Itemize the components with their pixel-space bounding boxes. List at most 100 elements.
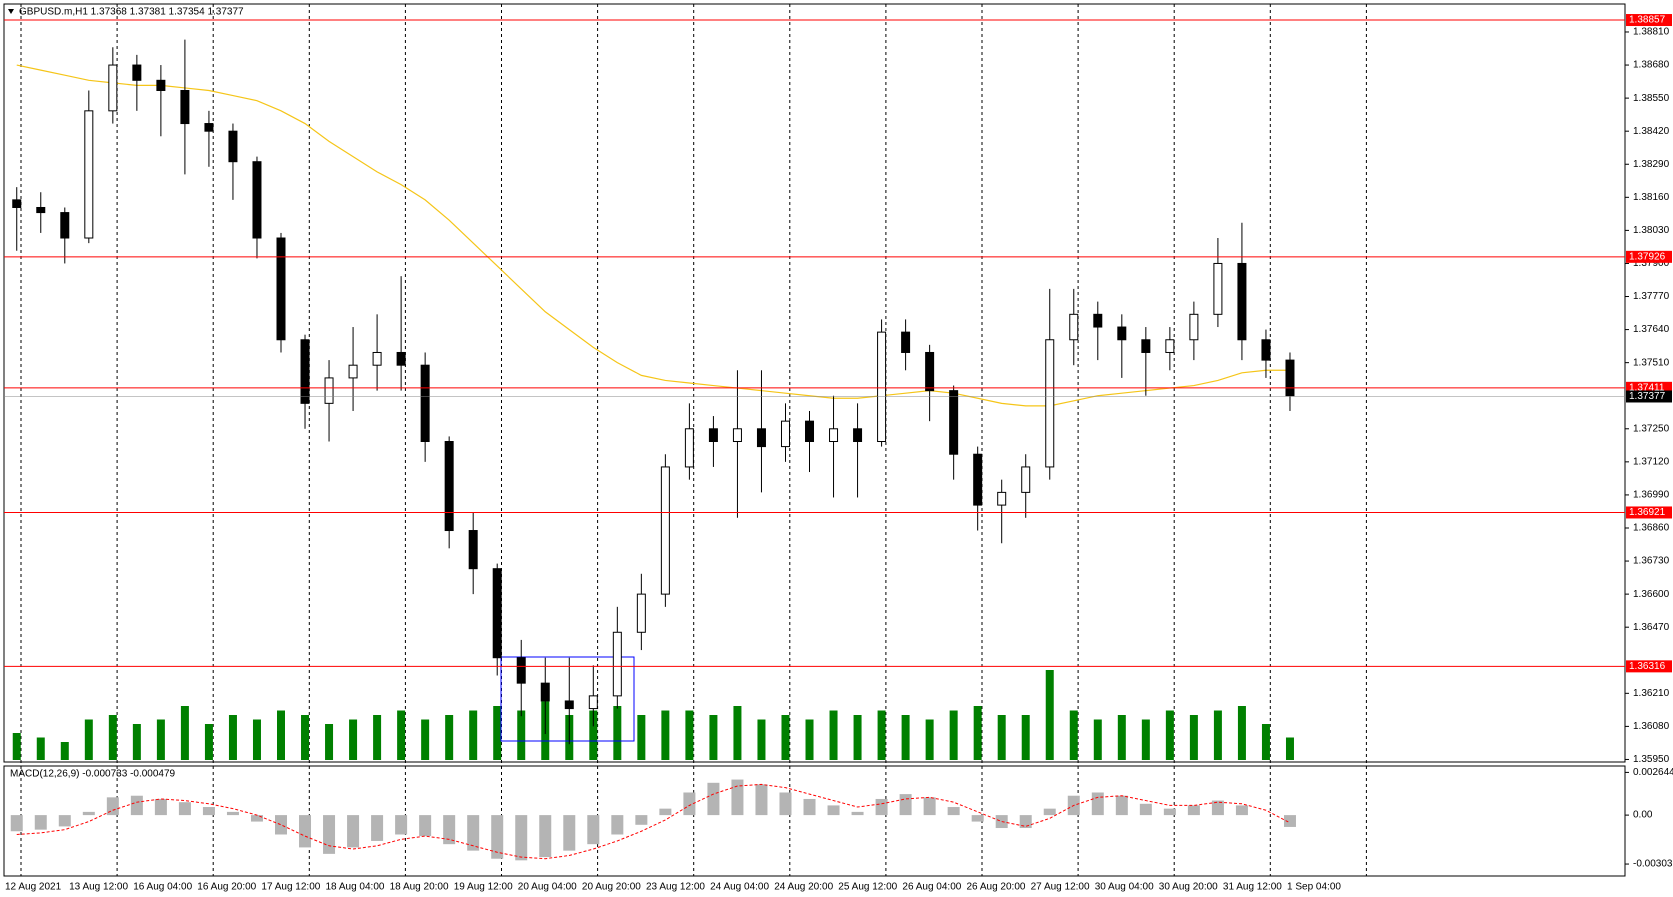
macd-bar bbox=[875, 798, 888, 816]
candle-body bbox=[12, 199, 22, 208]
candle-body bbox=[1021, 466, 1031, 493]
candle-body bbox=[276, 237, 286, 341]
macd-signal bbox=[16, 783, 1291, 860]
macd-bar bbox=[611, 815, 624, 835]
y-tick-label: 1.36080 bbox=[1633, 721, 1670, 732]
volume-bar bbox=[421, 719, 430, 760]
candle-body bbox=[949, 390, 959, 455]
candle-body bbox=[1213, 262, 1223, 315]
volume-bar bbox=[397, 710, 406, 760]
candle-body bbox=[1165, 339, 1175, 353]
volume-bar bbox=[84, 719, 93, 760]
candle-body bbox=[204, 123, 214, 132]
volume-bar bbox=[589, 710, 598, 760]
volume-bar bbox=[829, 710, 838, 760]
volume-bar bbox=[805, 719, 814, 760]
symbol-menu-arrow[interactable] bbox=[8, 9, 14, 14]
volume-bar bbox=[469, 710, 478, 760]
candle-body bbox=[60, 212, 70, 239]
macd-bar bbox=[659, 808, 672, 816]
macd-bar bbox=[491, 815, 504, 859]
candle-body bbox=[660, 466, 670, 595]
macd-label: MACD(12,26,9) -0.000733 -0.000479 bbox=[10, 769, 176, 780]
macd-bar bbox=[947, 807, 960, 816]
candle-body bbox=[588, 695, 598, 710]
candle-body bbox=[1045, 339, 1055, 468]
x-tick-label: 26 Aug 04:00 bbox=[902, 882, 961, 893]
volume-bar bbox=[1189, 715, 1198, 760]
candle-body bbox=[396, 351, 406, 366]
candle-body bbox=[180, 89, 190, 125]
candle-body bbox=[901, 331, 911, 353]
volume-bar bbox=[781, 715, 790, 760]
macd-bar bbox=[1115, 795, 1128, 816]
volume-bar bbox=[1213, 710, 1222, 760]
y-tick-label: 1.37120 bbox=[1633, 456, 1670, 467]
volume-bar bbox=[949, 710, 958, 760]
x-tick-label: 18 Aug 04:00 bbox=[326, 882, 385, 893]
candle-body bbox=[612, 631, 622, 697]
volume-bar bbox=[1285, 737, 1294, 760]
x-tick-label: 24 Aug 04:00 bbox=[710, 882, 769, 893]
volume-bar bbox=[1165, 710, 1174, 760]
macd-bar bbox=[202, 807, 215, 816]
macd-bar bbox=[299, 815, 312, 848]
last-price-bg bbox=[1626, 390, 1672, 403]
volume-bar bbox=[613, 706, 622, 760]
macd-panel bbox=[3, 765, 1626, 877]
macd-bar bbox=[827, 805, 840, 816]
macd-bar bbox=[1091, 792, 1104, 816]
volume-bar bbox=[60, 742, 69, 760]
candle-body bbox=[1285, 359, 1295, 397]
y-tick-label: 1.35950 bbox=[1633, 754, 1670, 765]
macd-bar bbox=[899, 794, 912, 816]
moving-average bbox=[16, 64, 1290, 407]
candle-body bbox=[468, 530, 478, 570]
volume-bar bbox=[156, 719, 165, 760]
candle-body bbox=[780, 420, 790, 448]
macd-bar bbox=[755, 784, 768, 816]
y-tick-label: 1.38680 bbox=[1633, 60, 1670, 71]
macd-tick-label: -0.00303 bbox=[1633, 859, 1673, 870]
x-tick-label: 13 Aug 12:00 bbox=[69, 882, 128, 893]
candle-body bbox=[684, 428, 694, 468]
macd-bar bbox=[707, 782, 720, 816]
x-tick-label: 19 Aug 12:00 bbox=[454, 882, 513, 893]
macd-bar bbox=[1283, 815, 1296, 827]
macd-bar bbox=[731, 779, 744, 816]
volume-bar bbox=[252, 719, 261, 760]
candle-body bbox=[252, 161, 262, 239]
volume-bar bbox=[493, 706, 502, 760]
x-tick-label: 1 Sep 04:00 bbox=[1287, 882, 1341, 893]
y-tick-label: 1.38420 bbox=[1633, 126, 1670, 137]
candle-body bbox=[516, 657, 526, 684]
candle-body bbox=[973, 453, 983, 506]
volume-bar bbox=[517, 710, 526, 760]
volume-bar bbox=[373, 715, 382, 760]
volume-bar bbox=[997, 715, 1006, 760]
macd-bar bbox=[275, 815, 288, 835]
volume-bar bbox=[228, 715, 237, 760]
volume-bar bbox=[853, 715, 862, 760]
drawn-rectangle bbox=[500, 656, 635, 742]
x-tick-label: 24 Aug 20:00 bbox=[774, 882, 833, 893]
level-label: 1.37411 bbox=[1629, 382, 1665, 393]
candle-body bbox=[132, 64, 142, 81]
x-tick-label: 30 Aug 04:00 bbox=[1095, 882, 1154, 893]
y-tick-label: 1.36210 bbox=[1633, 688, 1670, 699]
level-label: 1.38857 bbox=[1629, 15, 1666, 26]
candle-body bbox=[156, 79, 166, 91]
y-tick-label: 1.38550 bbox=[1633, 93, 1670, 104]
y-tick-label: 1.37250 bbox=[1633, 423, 1670, 434]
volume-bar bbox=[1237, 706, 1246, 760]
y-tick-label: 1.38290 bbox=[1633, 159, 1670, 170]
volume-bar bbox=[757, 719, 766, 760]
candle-body bbox=[877, 331, 887, 443]
level-label: 1.36921 bbox=[1629, 507, 1666, 518]
candle-body bbox=[708, 428, 718, 443]
x-tick-label: 26 Aug 20:00 bbox=[967, 882, 1026, 893]
macd-bar bbox=[923, 797, 936, 816]
x-tick-label: 16 Aug 04:00 bbox=[133, 882, 192, 893]
volume-bar bbox=[733, 706, 742, 760]
